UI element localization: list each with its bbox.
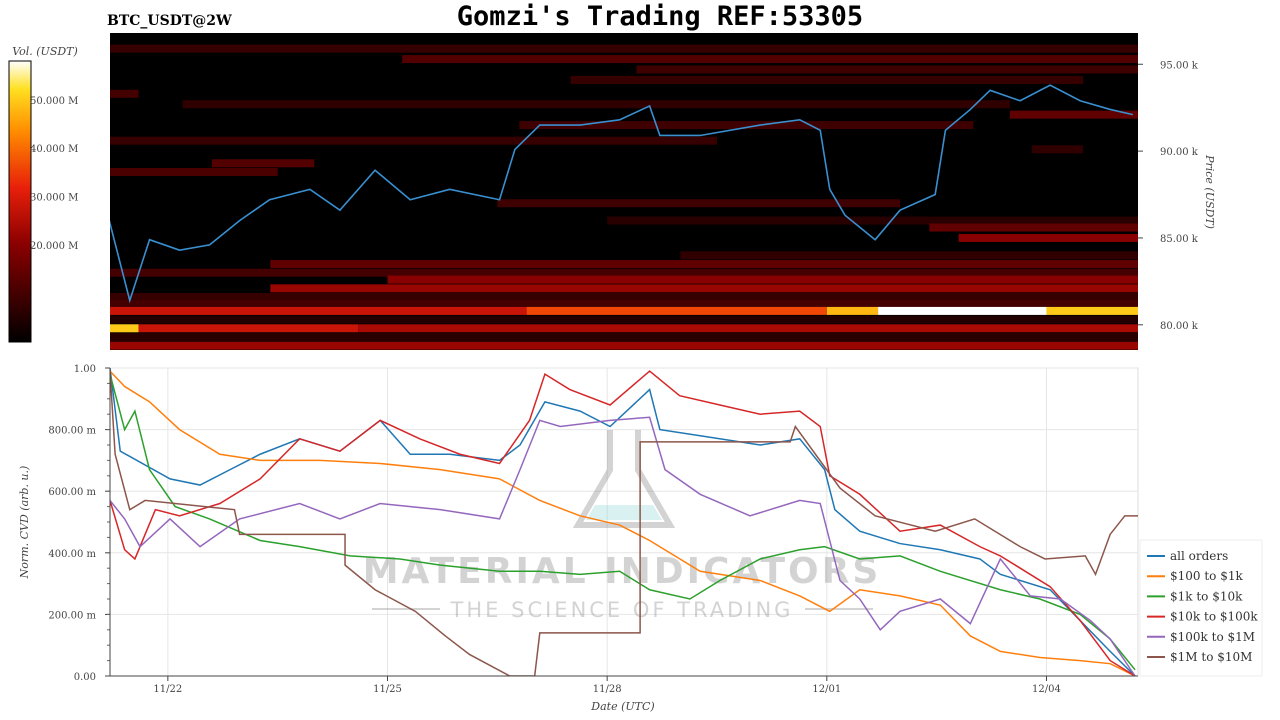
series-line-0 xyxy=(110,368,1136,676)
price-tick-label: 95.00 k xyxy=(1160,60,1199,71)
series-line-4 xyxy=(110,416,1136,676)
liquidity-band xyxy=(270,260,1138,269)
page-title: Gomzi's Trading REF:53305 xyxy=(457,1,863,32)
series-line-3 xyxy=(110,370,1136,676)
liquidity-band xyxy=(878,306,1047,315)
y-tick-label: 1.00 xyxy=(74,364,96,375)
legend-label: $100 to $1k xyxy=(1170,569,1243,583)
colorbar-tick: 40.000 M xyxy=(30,144,78,155)
liquidity-band xyxy=(110,44,1138,53)
liquidity-band xyxy=(110,167,278,176)
x-tick-label: 11/22 xyxy=(153,684,182,695)
y-tick-label: 200.00 m xyxy=(48,610,96,621)
liquidity-band xyxy=(110,306,527,315)
y-tick-label: 400.00 m xyxy=(48,549,96,560)
liquidity-band xyxy=(1046,306,1138,315)
colorbar xyxy=(8,60,32,343)
colorbar-label: Vol. (USDT) xyxy=(12,45,78,58)
colorbar-tick: 30.000 M xyxy=(30,193,78,204)
date-axis-label: Date (UTC) xyxy=(590,700,654,713)
liquidity-band xyxy=(110,341,1138,350)
series-line-1 xyxy=(110,370,1136,676)
liquidity-band xyxy=(211,159,315,168)
legend-label: $1M to $10M xyxy=(1170,650,1252,664)
liquidity-band xyxy=(110,299,1138,308)
liquidity-band xyxy=(110,268,1138,277)
liquidity-band xyxy=(182,100,1010,109)
legend-label: $10k to $100k xyxy=(1170,610,1258,624)
liquidity-band xyxy=(387,275,1138,284)
legend-label: $1k to $10k xyxy=(1170,589,1243,603)
cvd-axis-label: Norm. CVD (arb. u.) xyxy=(18,466,31,580)
liquidity-band xyxy=(1009,110,1138,119)
liquidity-band xyxy=(138,324,359,333)
x-tick-label: 11/25 xyxy=(373,684,402,695)
x-tick-label: 12/04 xyxy=(1032,684,1061,695)
liquidity-band xyxy=(270,284,1138,293)
y-tick-label: 0.00 xyxy=(74,672,96,683)
legend: all orders $100 to $1k $1k to $10k $10k to … xyxy=(1139,539,1263,677)
liquidity-band xyxy=(636,65,1138,74)
y-tick-label: 600.00 m xyxy=(48,487,96,498)
liquidity-band xyxy=(607,216,1138,225)
price-tick-label: 85.00 k xyxy=(1160,234,1199,245)
colorbar-tick: 50.000 M xyxy=(30,96,78,107)
legend-label: $100k to $1M xyxy=(1170,630,1255,644)
price-tick-label: 80.00 k xyxy=(1160,321,1199,332)
series-line-5 xyxy=(110,371,1138,676)
colorbar-tick: 20.000 M xyxy=(30,241,78,252)
liquidity-band xyxy=(110,89,139,98)
liquidity-band xyxy=(358,324,1138,333)
heatmap-title: BTC_USDT@2W xyxy=(107,13,232,29)
legend-label: all orders xyxy=(1170,549,1228,563)
price-line xyxy=(110,84,1134,304)
liquidity-band xyxy=(110,332,1138,341)
liquidity-band xyxy=(680,251,1138,260)
x-tick-label: 11/28 xyxy=(593,684,622,695)
series-line-2 xyxy=(110,373,1136,671)
liquidity-band xyxy=(110,315,1138,324)
y-tick-label: 800.00 m xyxy=(48,426,96,437)
liquidity-band xyxy=(958,233,1138,242)
liquidity-band xyxy=(402,55,1138,64)
liquidity-band xyxy=(110,324,139,333)
liquidity-band xyxy=(497,199,901,208)
flask-logo-icon xyxy=(572,430,676,528)
liquidity-band xyxy=(929,223,1138,232)
liquidity-band xyxy=(526,306,827,315)
x-tick-label: 12/01 xyxy=(812,684,841,695)
liquidity-band xyxy=(110,136,717,145)
liquidity-band xyxy=(570,75,1084,84)
price-tick-label: 90.00 k xyxy=(1160,147,1199,158)
liquidity-band xyxy=(826,306,879,315)
watermark-line1: MATERIAL INDICATORS xyxy=(363,551,882,592)
liquidity-band xyxy=(110,293,1138,302)
liquidity-band xyxy=(519,121,974,130)
liquidity-band xyxy=(1031,145,1084,154)
watermark-line2: THE SCIENCE OF TRADING xyxy=(450,598,794,622)
price-axis-label: Price (USDT) xyxy=(1203,154,1216,229)
